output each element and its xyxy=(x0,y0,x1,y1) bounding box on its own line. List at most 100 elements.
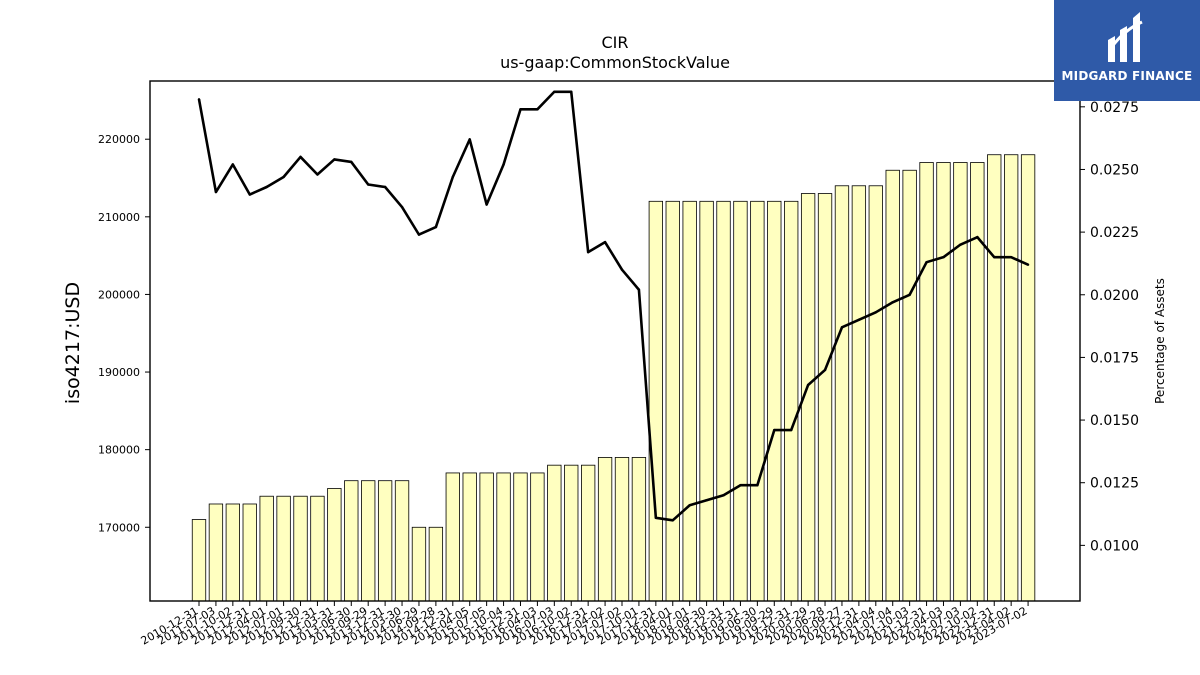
line-point-2012-07-01 xyxy=(282,175,285,179)
line-point-2018-04-01 xyxy=(671,519,674,522)
y-axis-label: iso4217:USD xyxy=(62,282,84,404)
bar-2019-09-29 xyxy=(767,200,782,602)
y2-tick-label: 0.0125 xyxy=(1090,476,1139,492)
line-point-2015-10-04 xyxy=(502,163,505,166)
line-point-2021-12-31 xyxy=(925,260,928,264)
line-point-2012-04-01 xyxy=(265,185,268,189)
line-point-2010-12-31 xyxy=(197,98,201,101)
line-point-2013-06-30 xyxy=(350,160,353,164)
line-point-2018-12-31 xyxy=(722,494,725,497)
bar-2016-07-03 xyxy=(547,464,562,602)
bar-2018-04-01 xyxy=(665,200,680,602)
bar-2015-04-05 xyxy=(462,472,477,602)
bar-2010-12-31 xyxy=(191,519,207,602)
line-point-2022-04-03 xyxy=(942,255,945,259)
line-point-2023-04-02 xyxy=(1009,255,1013,259)
bar-2011-10-02 xyxy=(225,503,240,602)
y2-axis-label: Percentage of Assets xyxy=(1153,278,1167,404)
line-point-2017-04-02 xyxy=(603,240,607,244)
bar-2021-07-04 xyxy=(885,169,900,602)
logo-text: MIDGARD FINANCE xyxy=(1061,69,1193,83)
line-point-2013-03-31 xyxy=(333,158,336,161)
line-point-2020-12-31 xyxy=(857,318,861,322)
line-point-2016-07-03 xyxy=(553,90,556,93)
line-point-2011-12-31 xyxy=(248,193,251,196)
line-point-2016-04-03 xyxy=(536,108,539,111)
line-point-2019-03-31 xyxy=(739,484,742,487)
line-point-2015-04-05 xyxy=(468,138,471,141)
y2-tick-label: 0.0275 xyxy=(1090,100,1139,116)
percentage-line xyxy=(197,90,1029,522)
line-point-2016-10-02 xyxy=(570,90,573,93)
bar-2012-07-01 xyxy=(276,495,291,602)
line-point-2021-10-03 xyxy=(908,293,911,296)
line-point-2013-09-29 xyxy=(367,183,370,186)
midgard-logo-icon xyxy=(1108,12,1143,62)
bar-2016-10-02 xyxy=(564,464,579,602)
bar-2022-12-31 xyxy=(987,154,1002,602)
y2-tick-label: 0.0100 xyxy=(1090,538,1139,554)
line-point-2020-09-27 xyxy=(840,326,844,329)
line-point-2022-10-02 xyxy=(976,235,979,239)
line-point-2012-09-30 xyxy=(299,155,302,159)
line-point-2020-03-29 xyxy=(806,383,810,387)
bar-2012-04-01 xyxy=(259,495,274,602)
bar-2018-09-30 xyxy=(699,200,714,602)
line-point-2011-07-03 xyxy=(214,190,218,194)
bar-series xyxy=(191,154,1036,602)
bar-2020-12-31 xyxy=(851,185,867,602)
line-point-2015-07-05 xyxy=(485,203,488,206)
bar-2019-03-31 xyxy=(733,200,748,602)
bar-2021-04-04 xyxy=(868,185,883,602)
chart-subtitle: us-gaap:CommonStockValue xyxy=(500,53,730,72)
bar-2022-04-03 xyxy=(936,162,951,602)
y-tick-label: 210000 xyxy=(98,211,140,224)
line-point-2021-07-04 xyxy=(891,301,894,304)
bar-2020-06-28 xyxy=(817,193,833,602)
bar-2011-07-03 xyxy=(208,503,224,602)
line-point-2021-04-04 xyxy=(874,311,877,314)
bar-2016-04-03 xyxy=(530,472,545,602)
line-point-2014-03-30 xyxy=(400,205,404,209)
chart-title: CIR xyxy=(601,33,628,52)
bar-2023-04-02 xyxy=(1004,154,1019,602)
bar-2017-04-02 xyxy=(597,457,613,602)
bar-2013-06-30 xyxy=(344,480,359,602)
line-point-2012-12-31 xyxy=(316,173,319,176)
bar-2015-12-31 xyxy=(513,472,528,602)
bar-2020-09-27 xyxy=(834,185,850,602)
line-point-2020-06-28 xyxy=(823,368,827,372)
line-point-2018-09-30 xyxy=(705,499,708,502)
bar-2022-10-02 xyxy=(970,162,985,602)
bar-2014-03-30 xyxy=(394,480,410,602)
y2-tick-label: 0.0225 xyxy=(1090,225,1139,241)
bar-2019-06-30 xyxy=(750,200,765,602)
bar-2021-12-31 xyxy=(919,162,934,602)
y2-tick-label: 0.0250 xyxy=(1090,162,1139,178)
y2-tick-label: 0.0150 xyxy=(1090,413,1139,429)
line-point-2019-09-29 xyxy=(773,428,776,432)
y2-tick-label: 0.0200 xyxy=(1090,288,1139,304)
line-point-2019-12-31 xyxy=(790,428,793,432)
y-tick-label: 220000 xyxy=(98,133,140,146)
x-axis: 2010-12-312011-07-032011-10-022011-12-31… xyxy=(139,601,1030,648)
bar-2016-12-31 xyxy=(581,464,596,602)
bar-2018-07-01 xyxy=(682,200,697,602)
midgard-logo: MIDGARD FINANCE xyxy=(1054,0,1200,101)
bar-2018-12-31 xyxy=(716,200,731,602)
line-point-2011-10-02 xyxy=(231,163,235,166)
line-point-2022-12-31 xyxy=(993,255,996,259)
bar-2011-12-31 xyxy=(242,503,257,602)
bar-2017-10-01 xyxy=(631,457,647,602)
line-point-2017-12-31 xyxy=(654,516,658,519)
bar-2014-09-28 xyxy=(428,526,444,602)
line-point-2017-07-02 xyxy=(620,268,624,271)
right-axis: 0.0100 0.0125 0.0150 0.0175 0.0200 0.0225 0.02… xyxy=(1080,100,1139,554)
line-point-2023-07-02 xyxy=(1026,263,1030,266)
bar-2022-07-03 xyxy=(953,162,968,602)
left-axis: 170000 180000 190000 200000 210000 220000 xyxy=(98,133,150,534)
y2-tick-label: 0.0175 xyxy=(1090,350,1139,366)
bar-2015-07-05 xyxy=(479,472,494,602)
bar-2015-10-04 xyxy=(496,472,511,602)
